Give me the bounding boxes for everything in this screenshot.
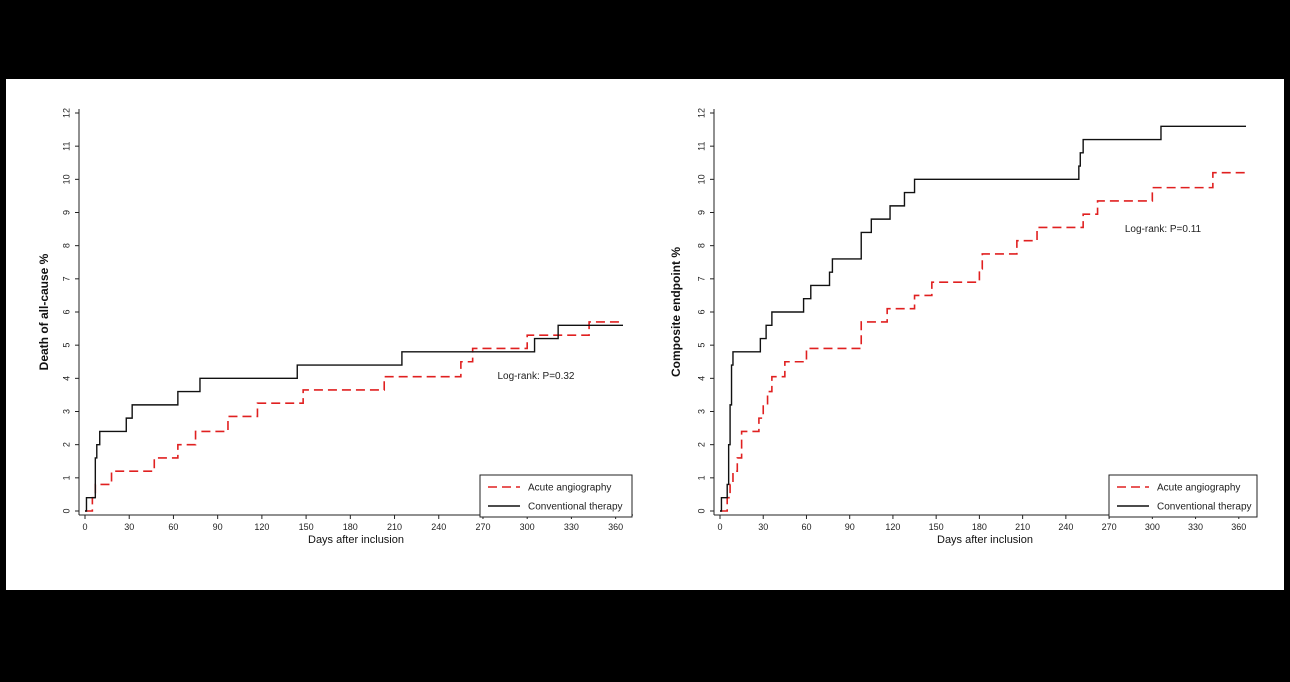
x-tick-label: 210 [387,522,402,532]
y-tick-label: 6 [61,309,71,314]
y-tick-label: 9 [696,210,706,215]
y-tick-label: 6 [696,309,706,314]
legend-box [479,474,633,518]
x-tick-label: 360 [1231,522,1246,532]
x-tick-label: 180 [343,522,358,532]
x-tick-label: 150 [299,522,314,532]
logrank-annotation: Log-rank: P=0.11 [1125,224,1202,235]
x-tick-label: 240 [1058,522,1073,532]
y-tick-label: 1 [696,475,706,480]
legend-label: Conventional therapy [1157,502,1252,513]
x-tick-label: 360 [608,522,623,532]
x-tick-label: 90 [845,522,855,532]
y-axis-title: Composite endpoint % [669,247,683,377]
legend-label: Conventional therapy [528,502,623,513]
x-tick-label: 30 [124,522,134,532]
legend-label: Acute angiography [528,483,611,494]
y-tick-label: 7 [61,276,71,281]
legend-label: Acute angiography [1157,483,1240,494]
x-axis-title: Days after inclusion [308,534,404,546]
y-tick-label: 8 [696,243,706,248]
y-tick-label: 3 [61,409,71,414]
y-tick-label: 8 [61,243,71,248]
figure-panel: 0 1 2 3 4 5 6 7 8 9 10 11 12 0 30 60 90 120 150 180 210 240 27… [6,79,1284,590]
y-tick-label: 10 [61,174,71,184]
y-tick-label: 0 [61,508,71,513]
x-tick-label: 330 [1188,522,1203,532]
y-tick-label: 7 [696,276,706,281]
x-tick-label: 0 [717,522,722,532]
y-tick-label: 9 [61,210,71,215]
conventional-therapy-curve [85,324,623,512]
x-tick-label: 210 [1015,522,1030,532]
x-tick-label: 0 [82,522,87,532]
y-tick-label: 11 [696,141,706,150]
legend: Acute angiography Conventional therapy [479,474,633,518]
x-tick-label: 180 [972,522,987,532]
y-tick-label: 11 [61,141,71,150]
y-tick-label: 2 [696,442,706,447]
y-tick-label: 5 [696,343,706,348]
x-tick-label: 150 [929,522,944,532]
legend-box [1108,474,1258,518]
y-tick-label: 4 [61,376,71,381]
acute-angiography-curve [85,321,623,512]
x-tick-label: 240 [431,522,446,532]
x-tick-label: 60 [168,522,178,532]
logrank-annotation: Log-rank: P=0.32 [498,371,575,382]
y-tick-label: 2 [61,442,71,447]
x-tick-label: 270 [475,522,490,532]
x-tick-label: 120 [885,522,900,532]
x-axis-title: Days after inclusion [937,534,1033,546]
y-tick-label: 10 [696,174,706,184]
x-tick-label: 120 [254,522,269,532]
y-tick-label: 12 [696,108,706,118]
conventional-therapy-curve [720,125,1246,512]
x-tick-label: 300 [520,522,535,532]
legend: Acute angiography Conventional therapy [1108,474,1258,518]
x-tick-label: 30 [758,522,768,532]
x-tick-label: 330 [564,522,579,532]
y-tick-label: 0 [696,508,706,513]
y-tick-label: 12 [61,108,71,118]
y-tick-label: 5 [61,343,71,348]
x-tick-label: 90 [213,522,223,532]
x-tick-label: 300 [1145,522,1160,532]
y-tick-label: 4 [696,376,706,381]
x-tick-label: 60 [801,522,811,532]
acute-angiography-curve [720,171,1246,512]
y-axis-title: Death of all-cause % [37,253,51,370]
y-tick-label: 3 [696,409,706,414]
x-tick-label: 270 [1102,522,1117,532]
y-tick-label: 1 [61,475,71,480]
